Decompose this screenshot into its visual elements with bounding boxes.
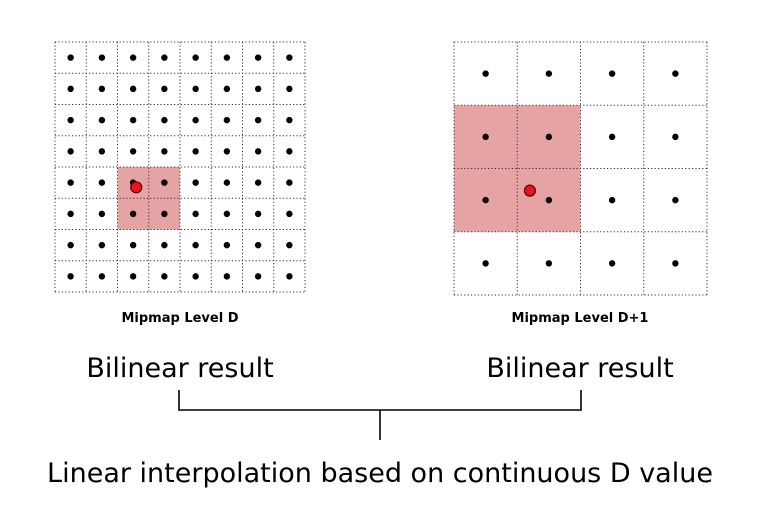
level-d-texel-dot [192,210,199,218]
level-d-texel-dot [161,85,168,93]
level-d-texel-dot [192,116,199,124]
level-d-texel-dot [254,179,262,186]
level-d1-texel-dot [545,70,553,77]
level-d-texel-dot [286,241,293,249]
level-d-texel-dot [286,179,293,186]
level-d1-texel-dot [672,196,679,204]
level-d1-texel-dot [672,70,679,77]
combine-bracket [178,390,582,440]
level-d-texel-dot [161,179,168,186]
level-d1-texel-dot [545,260,553,267]
level-d-texel-dot [254,54,262,61]
level-d1-sample-point [523,184,537,197]
level-d-texel-dot [254,241,262,249]
level-d-texel-dot [161,148,168,155]
level-d-texel-dot [161,241,168,249]
level-d1-texel-dot [482,196,489,204]
level-d-texel-dot [286,85,293,93]
level-d-texel-dot [161,54,168,61]
level-d1-texel-dot [608,196,616,204]
level-d-texel-dot [254,148,262,155]
level-d-texel-dot [129,85,137,93]
mipmap-level-d1-grid [453,41,708,296]
level-d-texel-dot [286,116,293,124]
level-d-texel-dot [223,241,231,249]
level-d1-texel-dot [545,196,553,204]
mipmap-level-d-grid [54,41,306,293]
level-d1-texel-dot [482,133,489,141]
level-d-texel-dot [192,54,199,61]
level-d-texel-dot [67,179,74,186]
level-d-texel-dot [223,210,231,218]
level-d1-texel-dot [482,260,489,267]
level-d-texel-dot [98,116,106,124]
level-d-texel-dot [286,54,293,61]
level-d-texel-dot [192,179,199,186]
level-d-texel-dot [286,273,293,280]
level-d-texel-dot [223,273,231,280]
level-d-texel-dot [129,148,137,155]
level-d-texel-dot [129,210,137,218]
level-d-texel-dot [98,210,106,218]
level-d-texel-dot [223,148,231,155]
level-d-texel-dot [98,273,106,280]
level-d-texel-dot [254,273,262,280]
linear-interpolation-label: Linear interpolation based on continuous… [47,458,713,489]
level-d-texel-dot [254,116,262,124]
level-d-texel-dot [192,241,199,249]
level-d-texel-dot [223,179,231,186]
level-d1-texel-dot [608,133,616,141]
level-d-texel-dot [286,210,293,218]
level-d1-texel-dot [672,260,679,267]
level-d-texel-dot [254,85,262,93]
mipmap-level-d1-caption: Mipmap Level D+1 [512,311,649,326]
level-d-texel-dot [223,54,231,61]
level-d-texel-dot [98,241,106,249]
level-d-texel-dot [129,241,137,249]
level-d-texel-dot [192,273,199,280]
level-d-texel-dot [161,116,168,124]
mipmap-level-d-caption: Mipmap Level D [121,311,238,326]
level-d-texel-dot [67,116,74,124]
level-d-texel-dot [129,54,137,61]
level-d-texel-dot [254,210,262,218]
level-d-texel-dot [129,273,137,280]
level-d-texel-dot [223,85,231,93]
level-d-texel-dot [129,116,137,124]
level-d-texel-dot [98,179,106,186]
level-d-texel-dot [67,273,74,280]
level-d-texel-dot [67,210,74,218]
level-d1-texel-dot [608,260,616,267]
level-d-texel-dot [67,241,74,249]
level-d1-texel-dot [482,70,489,77]
level-d-texel-dot [192,148,199,155]
level-d-texel-dot [161,273,168,280]
level-d-texel-dot [161,210,168,218]
level-d-texel-dot [67,85,74,93]
level-d-texel-dot [98,85,106,93]
level-d-texel-dot [286,148,293,155]
level-d1-texel-dot [545,133,553,141]
level-d-texel-dot [67,148,74,155]
level-d-texel-dot [98,148,106,155]
bilinear-result-left-label: Bilinear result [86,353,273,384]
level-d1-texel-dot [672,133,679,141]
level-d-texel-dot [67,54,74,61]
level-d-texel-dot [98,54,106,61]
level-d-texel-dot [223,116,231,124]
level-d-sample-point [130,181,143,194]
bilinear-result-right-label: Bilinear result [486,353,673,384]
level-d-texel-dot [192,85,199,93]
level-d1-texel-dot [608,70,616,77]
